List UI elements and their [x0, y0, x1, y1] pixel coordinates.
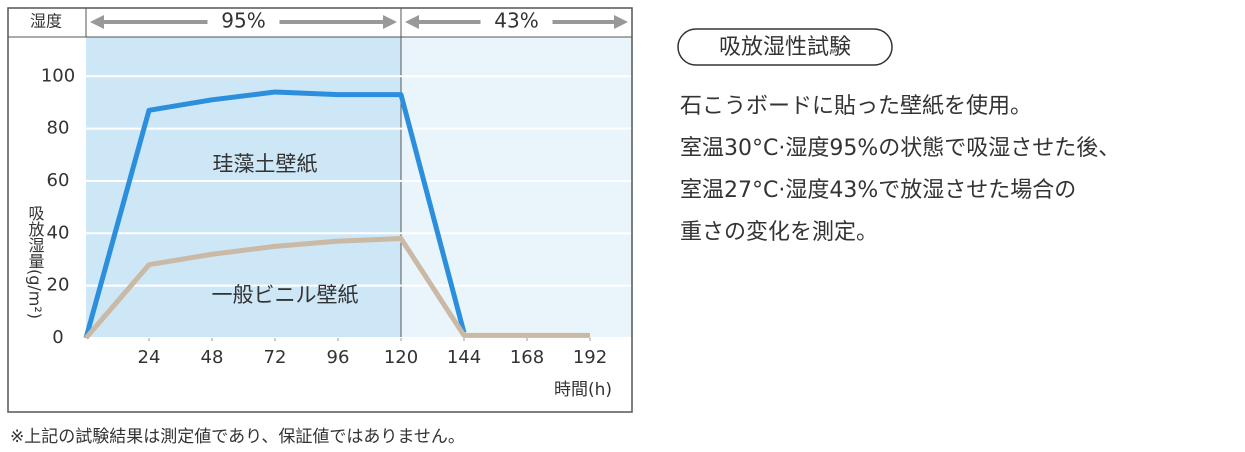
phase-bg [401, 37, 632, 338]
arrow-head [614, 15, 628, 29]
arrow-head [383, 15, 397, 29]
series-label: 珪藻土壁紙 [213, 152, 318, 176]
series-label: 一般ビニル壁紙 [212, 283, 359, 307]
phase-label: 43% [494, 9, 538, 33]
x-tick-label: 24 [138, 347, 161, 368]
y-tick-label: 20 [47, 275, 70, 296]
frame [7, 7, 633, 413]
arrow-head [90, 15, 104, 29]
x-tick-label: 192 [573, 347, 607, 368]
x-tick-label: 96 [327, 347, 350, 368]
y-tick-label: 80 [47, 118, 70, 139]
y-tick-label: 0 [52, 327, 63, 348]
y-tick-label: 60 [47, 170, 70, 191]
x-tick-label: 72 [264, 347, 287, 368]
x-tick-label: 120 [384, 347, 418, 368]
x-tick-label: 48 [201, 347, 224, 368]
x-tick-label: 144 [447, 347, 481, 368]
x-tick-label: 168 [510, 347, 544, 368]
description-line: 室温27°C·湿度43%で放湿させた場合の [680, 178, 1076, 203]
description-line: 室温30°C·湿度95%の状態で吸湿させた後、 [680, 136, 1120, 161]
y-tick-label: 40 [47, 222, 70, 243]
phase-bg [86, 37, 401, 338]
description-line: 重さの変化を測定。 [680, 220, 878, 245]
description-line: 石こうボードに貼った壁紙を使用。 [680, 94, 1032, 119]
title-capsule [677, 28, 893, 66]
header-label: 湿度 [30, 12, 62, 31]
description-title: 吸放湿性試験 [719, 35, 851, 60]
y-axis-label: 吸放湿量(g/m²) [26, 205, 45, 319]
x-axis-label: 時間(h) [554, 380, 612, 400]
phase-label: 95% [221, 9, 265, 33]
footnote: ※上記の試験結果は測定値であり、保証値ではありません。 [10, 427, 465, 447]
series-line [83, 89, 467, 339]
arrow-head [405, 15, 419, 29]
series-line [84, 236, 590, 340]
y-tick-label: 100 [41, 65, 75, 86]
